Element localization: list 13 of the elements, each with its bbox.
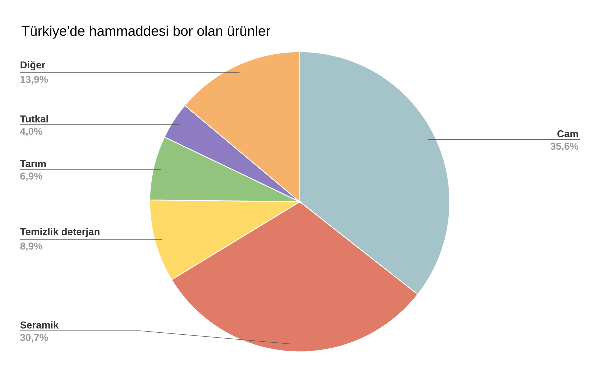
data-label: 6,9%	[20, 172, 43, 182]
slice-label: Diğer	[20, 61, 46, 71]
chart-title: Türkiye'de hammaddesi bor olan ürünler	[22, 26, 270, 39]
data-label: 4,0%	[20, 128, 43, 137]
data-label: 35,6%	[550, 142, 579, 152]
data-label: 30,7%	[20, 334, 48, 343]
data-label: 13,9%	[20, 76, 48, 85]
slice-label: Tarım	[20, 160, 46, 168]
slice-label: Temizlik deterjan	[20, 228, 100, 238]
data-label: 8,9%	[20, 242, 43, 252]
slice-label: Tutkal	[20, 115, 48, 123]
slice-label: Seramik	[20, 321, 59, 329]
slice-label: Cam	[558, 130, 578, 138]
